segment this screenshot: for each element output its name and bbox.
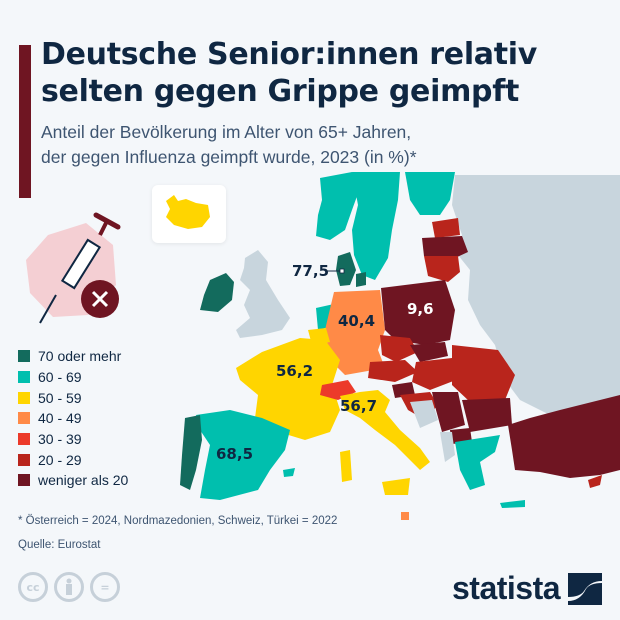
country-denmark-islands <box>356 272 366 287</box>
country-norway <box>316 172 360 240</box>
iceland-shape <box>166 195 210 229</box>
country-greece <box>455 435 500 490</box>
country-portugal <box>180 415 202 490</box>
legend-item: 20 - 29 <box>18 449 128 470</box>
legend-swatch <box>18 350 30 363</box>
statista-mark-icon <box>568 572 603 605</box>
country-hungary <box>412 358 456 390</box>
syringe-icon <box>26 212 121 324</box>
country-latvia <box>422 236 468 258</box>
country-france <box>236 338 340 440</box>
person-icon <box>66 578 72 595</box>
country-sicily <box>382 478 410 495</box>
country-bulgaria <box>462 398 512 432</box>
legend-swatch <box>18 474 30 487</box>
legend-label: 30 - 39 <box>38 431 82 448</box>
footnote: * Österreich = 2024, Nordmazedonien, Sch… <box>18 515 338 527</box>
country-sardinia <box>340 450 352 482</box>
legend-label: 40 - 49 <box>38 410 82 427</box>
legend-swatch <box>18 453 30 466</box>
country-germany <box>325 290 385 375</box>
license-icons: cc = <box>18 572 120 602</box>
country-ireland <box>200 273 234 312</box>
label-spain: 68,5 <box>216 445 254 463</box>
legend-swatch <box>18 412 30 425</box>
country-crete <box>500 500 525 508</box>
legend-swatch <box>18 391 30 404</box>
cc-icon[interactable]: cc <box>18 572 48 602</box>
legend: 70 oder mehr 60 - 69 50 - 59 40 - 49 30 … <box>18 346 128 491</box>
legend-item: 30 - 39 <box>18 429 128 450</box>
denmark-marker <box>339 268 345 274</box>
brand-name: statista <box>452 570 561 606</box>
legend-swatch <box>18 433 30 446</box>
country-slovakia <box>410 342 448 362</box>
country-cyprus <box>588 475 602 488</box>
statista-logo[interactable]: statista <box>452 570 603 607</box>
country-spain <box>196 410 290 500</box>
label-italy: 56,7 <box>340 397 378 415</box>
country-slovenia <box>392 382 415 398</box>
title-line-2: selten gegen Grippe geimpft <box>41 74 519 109</box>
legend-label: 70 oder mehr <box>38 348 122 365</box>
legend-label: 20 - 29 <box>38 451 82 468</box>
country-italy <box>340 390 430 470</box>
label-denmark: 77,5 <box>292 262 330 280</box>
region-no-data-east <box>452 175 620 455</box>
country-bosnia <box>410 400 438 428</box>
chart-title: Deutsche Senior:innen relativ selten geg… <box>41 36 601 110</box>
country-denmark <box>336 252 356 286</box>
country-lithuania <box>424 256 460 282</box>
legend-item: 70 oder mehr <box>18 346 128 367</box>
country-uk <box>236 250 290 338</box>
subtitle-line-2: der gegen Influenza geimpft wurde, 2023 … <box>41 147 417 167</box>
legend-label: weniger als 20 <box>38 472 129 489</box>
country-czechia <box>380 335 418 362</box>
country-austria <box>368 360 418 382</box>
country-romania <box>452 345 515 402</box>
country-malta <box>401 512 409 520</box>
legend-label: 50 - 59 <box>38 389 82 406</box>
iceland-inset <box>152 185 226 243</box>
country-turkey <box>508 395 620 478</box>
label-poland: 9,6 <box>407 300 434 318</box>
country-serbia <box>432 392 465 432</box>
country-estonia <box>432 218 460 238</box>
source-label: Quelle: Eurostat <box>18 539 101 551</box>
legend-swatch <box>18 371 30 384</box>
country-north-macedonia <box>450 428 472 444</box>
label-germany: 40,4 <box>338 312 376 330</box>
legend-item: 40 - 49 <box>18 408 128 429</box>
title-line-1: Deutsche Senior:innen relativ <box>41 37 538 72</box>
country-balearics <box>283 468 295 477</box>
country-sweden <box>352 172 400 280</box>
subtitle-line-1: Anteil der Bevölkerung im Alter von 65+ … <box>41 122 412 142</box>
label-france: 56,2 <box>276 362 314 380</box>
legend-item: 50 - 59 <box>18 387 128 408</box>
country-albania <box>440 432 455 462</box>
legend-label: 60 - 69 <box>38 369 82 386</box>
legend-item: 60 - 69 <box>18 367 128 388</box>
accent-bar <box>19 45 31 198</box>
country-finland <box>405 172 455 215</box>
chart-subtitle: Anteil der Bevölkerung im Alter von 65+ … <box>41 120 601 170</box>
by-icon[interactable] <box>54 572 84 602</box>
nd-icon[interactable]: = <box>90 572 120 602</box>
country-poland <box>381 280 455 345</box>
legend-item: weniger als 20 <box>18 470 128 491</box>
